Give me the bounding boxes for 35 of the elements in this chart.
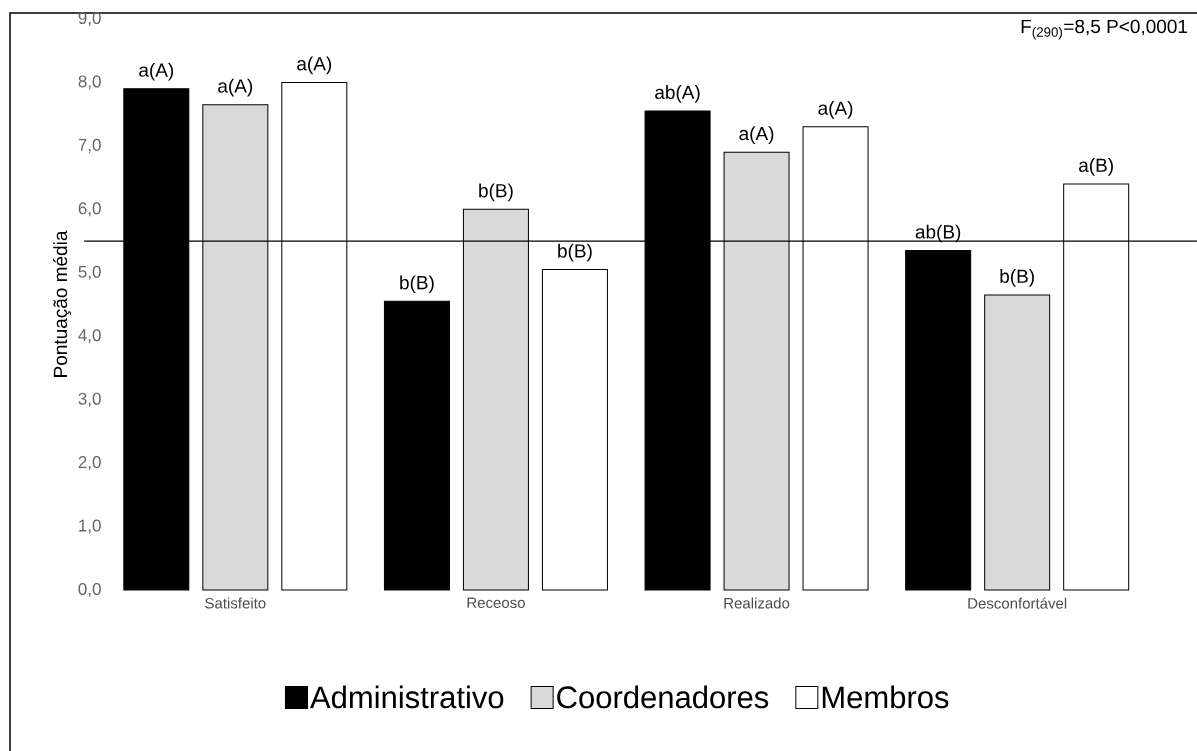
- y-tick-label: 5,0: [78, 265, 101, 280]
- x-tick-label: Desconfortável: [968, 597, 1067, 609]
- y-axis-title: Pontuação média: [52, 230, 71, 377]
- bar: [541, 269, 608, 591]
- bar: [984, 294, 1051, 591]
- y-tick-label: 7,0: [78, 138, 101, 153]
- data-label: a(A): [297, 56, 332, 75]
- x-tick-label: Realizado: [724, 597, 790, 609]
- x-tick-label: Satisfeito: [205, 597, 266, 609]
- legend-label: Membros: [822, 685, 949, 709]
- data-label: a(A): [818, 100, 853, 119]
- bar: [905, 250, 972, 591]
- data-label: b(B): [558, 243, 592, 262]
- y-tick-label: 4,0: [78, 329, 101, 344]
- data-label: a(A): [218, 78, 253, 97]
- bar: [383, 300, 450, 591]
- data-label: a(A): [739, 126, 774, 145]
- y-tick-label: 1,0: [79, 519, 101, 534]
- y-tick-label: 8,0: [78, 75, 101, 90]
- legend-label: Administrativo: [310, 685, 504, 709]
- data-label: a(A): [139, 62, 174, 81]
- data-label: b(B): [479, 183, 513, 202]
- data-label: ab(A): [655, 85, 700, 103]
- legend-label: Coordenadores: [557, 685, 769, 709]
- x-tick-label: Receoso: [467, 597, 525, 608]
- annotation: F$_{(290)}$=8,5 P<0,0001: [1021, 19, 1188, 40]
- y-tick-label: 2,0: [78, 456, 101, 471]
- data-label: b(B): [1000, 269, 1034, 287]
- data-label: ab(B): [915, 224, 961, 243]
- y-tick-label: 0,0: [78, 582, 101, 598]
- y-tick-label: 6,0: [78, 202, 101, 217]
- y-tick-label: 3,0: [78, 392, 101, 407]
- data-label: a(B): [1079, 158, 1113, 176]
- data-label: b(B): [400, 275, 434, 294]
- y-tick-label: 9,0: [78, 11, 101, 27]
